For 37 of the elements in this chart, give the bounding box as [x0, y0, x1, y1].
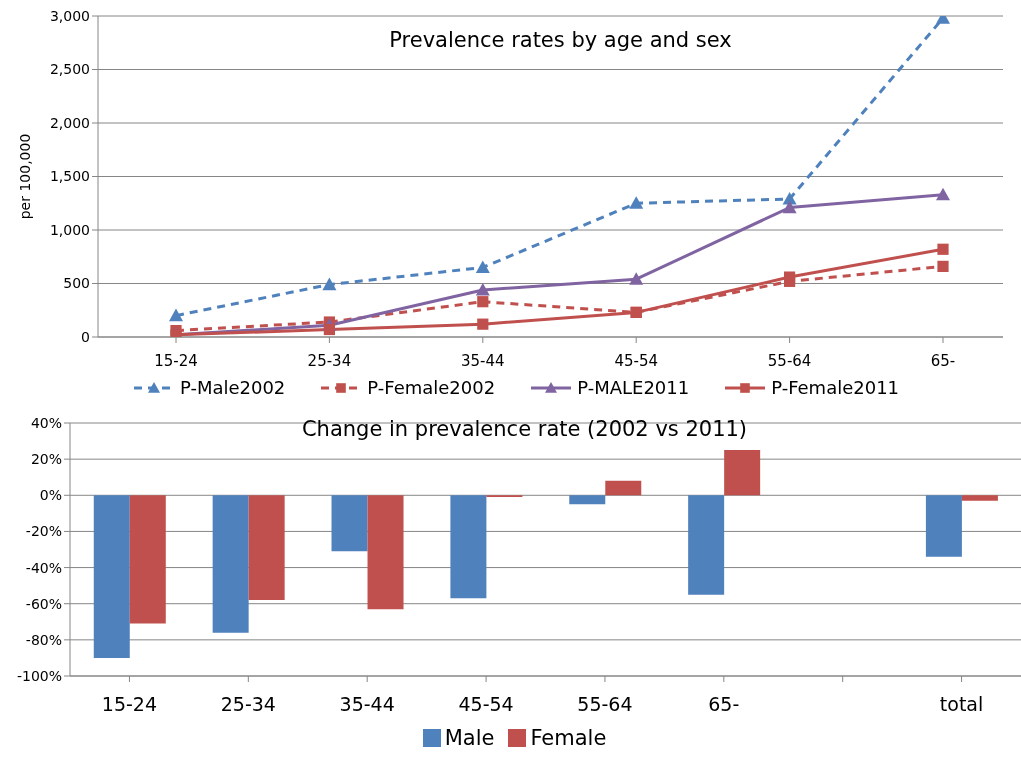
y-tick-label: 2,500 [49, 61, 90, 78]
x-tick-label: 35-44 [461, 351, 505, 370]
x-tick-label: 15-24 [154, 351, 198, 370]
legend-label: P-Male2002 [178, 377, 286, 398]
legend-label: P-Female2011 [770, 377, 900, 398]
x-tick-label: 45-54 [614, 351, 658, 370]
y-tick-label: 0% [39, 487, 62, 504]
y-tick-label: 40% [30, 414, 62, 431]
x-tick-label: 15-24 [101, 693, 158, 716]
x-tick-label: 45-54 [458, 693, 514, 716]
x-tick-label: 35-44 [339, 693, 395, 716]
y-tick-label: -60% [25, 595, 62, 612]
legend-label: Female [529, 726, 607, 750]
y-tick-label: 1,000 [49, 221, 90, 238]
x-tick-label: 55-64 [577, 693, 633, 716]
legend-label: P-MALE2011 [576, 377, 690, 398]
legend-label: Male [443, 726, 495, 750]
x-tick-label: 65- [930, 351, 956, 370]
y-tick-label: -100% [16, 667, 62, 684]
x-tick-label: 25-34 [220, 693, 276, 716]
x-tick-label: 55-64 [767, 351, 812, 370]
y-tick-label: -80% [25, 631, 62, 648]
chart-title: Change in prevalence rate (2002 vs 2011) [301, 417, 748, 441]
x-tick-label: total [939, 693, 984, 716]
text: Prevalence rates by age and sex [388, 28, 733, 52]
y-tick-label: 3,000 [49, 7, 90, 24]
x-tick-label: 25-34 [307, 351, 352, 370]
y-axis-title: per 100,000 [16, 133, 33, 220]
y-tick-label: 1,500 [49, 168, 90, 185]
y-tick-label: -40% [25, 559, 62, 576]
legend-label: P-Female2002 [366, 377, 496, 398]
x-tick-label: 65- [708, 693, 740, 716]
y-tick-label: 500 [63, 275, 90, 292]
y-tick-label: 0 [81, 328, 90, 345]
y-tick-label: 20% [30, 451, 62, 468]
y-tick-label: -20% [25, 523, 62, 540]
y-tick-label: 2,000 [49, 114, 90, 131]
